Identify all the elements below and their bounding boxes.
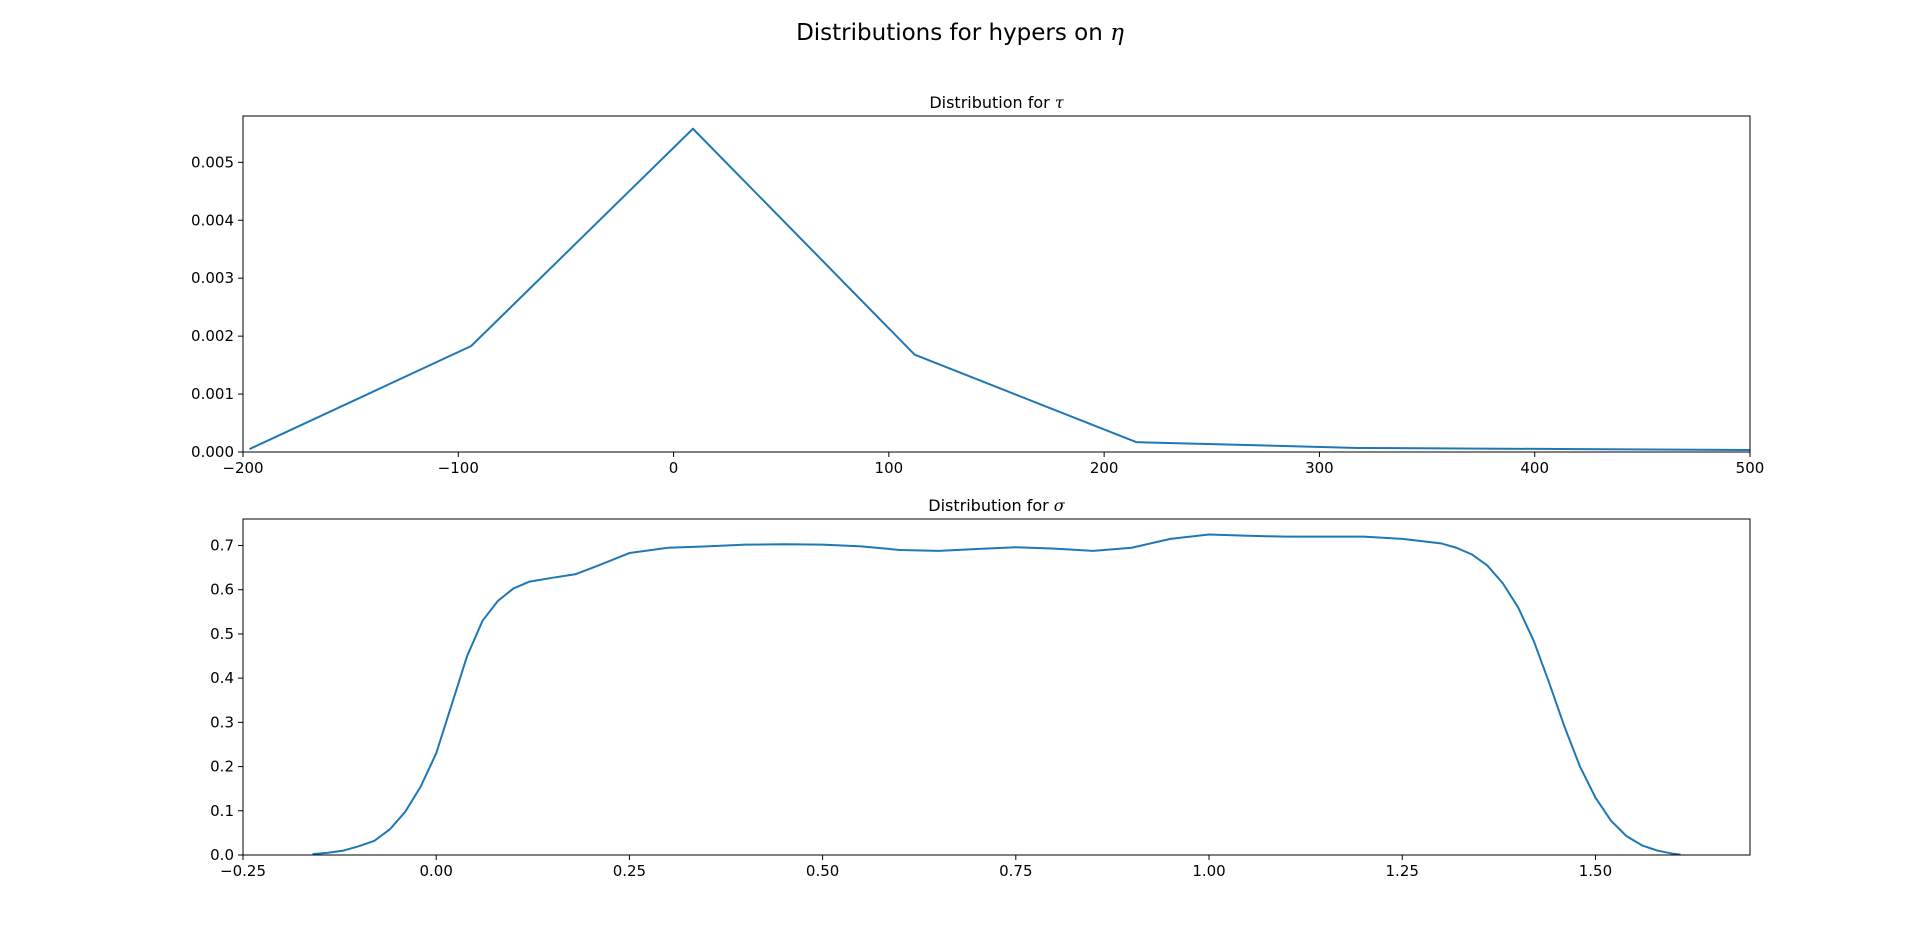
x-tick-label-sigma-6: 1.25 — [1386, 862, 1419, 880]
panel-title-tau: Distribution for τ — [929, 93, 1065, 112]
panel-title-text-tau: Distribution for — [929, 93, 1055, 112]
x-tick-label-tau-5: 300 — [1305, 459, 1334, 477]
axes-sigma: −0.25 0.00 0.25 0.50 0.75 1.00 1.25 1.50 0.0 0.1 0… — [210, 496, 1751, 880]
y-tick-label-sigma-3: 0.3 — [210, 713, 234, 731]
figure-title: Distributions for hypers on η — [796, 20, 1124, 46]
y-tick-label-tau-2: 0.002 — [191, 327, 234, 345]
y-tick-label-sigma-2: 0.2 — [210, 758, 234, 776]
y-tick-label-sigma-7: 0.7 — [210, 537, 234, 555]
y-tick-label-tau-5: 0.005 — [191, 153, 234, 171]
x-tick-label-tau-2: 0 — [669, 459, 679, 477]
x-tick-label-sigma-4: 0.75 — [999, 862, 1032, 880]
panel-title-sigma: Distribution for σ — [928, 496, 1066, 515]
x-tick-label-sigma-1: 0.00 — [420, 862, 453, 880]
y-tick-label-sigma-0: 0.0 — [210, 846, 234, 864]
y-tick-label-tau-1: 0.001 — [191, 385, 234, 403]
y-tick-label-sigma-1: 0.1 — [210, 802, 234, 820]
y-tick-label-sigma-5: 0.5 — [210, 625, 234, 643]
sigma-symbol: σ — [1054, 496, 1066, 515]
x-tick-label-tau-4: 200 — [1090, 459, 1119, 477]
x-tick-label-tau-1: −100 — [438, 459, 479, 477]
x-tick-label-sigma-7: 1.50 — [1579, 862, 1612, 880]
x-tick-label-tau-6: 400 — [1520, 459, 1549, 477]
x-tick-label-tau-3: 100 — [875, 459, 904, 477]
axes-frame-sigma — [242, 518, 1751, 856]
x-tick-label-tau-0: −200 — [222, 459, 263, 477]
x-tick-label-sigma-2: 0.25 — [613, 862, 646, 880]
x-tick-label-tau-7: 500 — [1736, 459, 1765, 477]
x-tick-label-sigma-3: 0.50 — [806, 862, 839, 880]
series-line-sigma-0 — [312, 533, 1681, 855]
tau-symbol: τ — [1055, 93, 1065, 112]
y-tick-label-tau-4: 0.004 — [191, 211, 234, 229]
axes-tau: −200 −100 0 100 200 300 400 500 0.000 0.001 0.002 0… — [191, 93, 1765, 477]
eta-symbol: η — [1110, 20, 1124, 46]
series-line-tau-0 — [249, 127, 1750, 451]
y-tick-label-tau-0: 0.000 — [191, 443, 234, 461]
x-tick-label-sigma-5: 1.00 — [1192, 862, 1225, 880]
panel-title-text-sigma: Distribution for — [928, 496, 1054, 515]
y-tick-label-sigma-4: 0.4 — [210, 669, 234, 687]
y-tick-label-tau-3: 0.003 — [191, 269, 234, 287]
x-tick-label-sigma-0: −0.25 — [220, 862, 266, 880]
axes-frame-tau — [242, 115, 1751, 453]
y-tick-label-sigma-6: 0.6 — [210, 581, 234, 599]
